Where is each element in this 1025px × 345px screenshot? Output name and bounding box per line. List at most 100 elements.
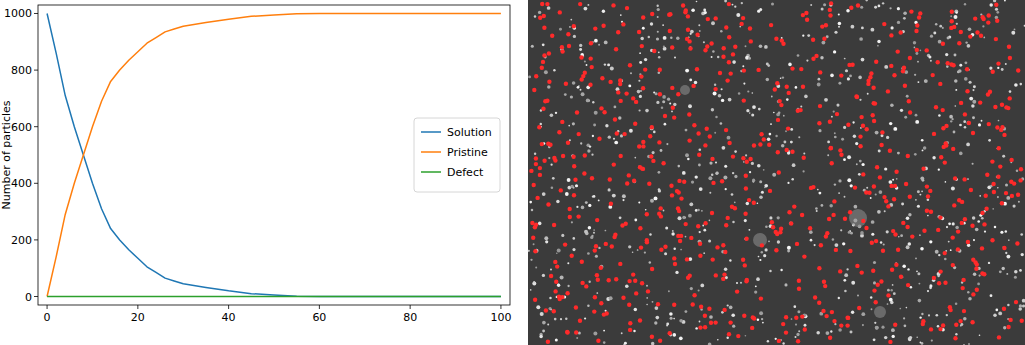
speckle xyxy=(953,131,956,134)
detected-particle xyxy=(576,214,580,218)
speckle xyxy=(1008,239,1010,241)
speckle xyxy=(871,308,873,310)
speckle xyxy=(572,122,575,125)
detected-particle xyxy=(698,254,702,258)
detected-particle xyxy=(632,179,636,183)
speckle xyxy=(581,92,585,96)
speckle xyxy=(893,292,896,295)
detected-particle xyxy=(743,263,747,267)
detected-particle xyxy=(893,232,897,236)
speckle xyxy=(803,170,805,172)
detected-particle xyxy=(917,15,921,19)
speckle xyxy=(544,236,548,240)
speckle xyxy=(711,108,714,111)
speckle xyxy=(892,284,894,286)
detected-particle xyxy=(696,224,700,228)
speckle xyxy=(965,41,967,43)
speckle xyxy=(634,157,636,159)
speckle xyxy=(969,97,973,101)
speckle xyxy=(973,239,975,241)
detected-particle xyxy=(872,288,876,292)
detected-particle xyxy=(785,85,789,89)
detected-particle xyxy=(541,60,545,64)
detected-particle xyxy=(759,132,763,136)
detected-particle xyxy=(974,267,978,271)
speckle xyxy=(951,187,955,191)
speckle xyxy=(1020,233,1023,236)
detected-particle xyxy=(651,159,655,163)
speckle xyxy=(570,95,573,98)
detected-particle xyxy=(962,177,966,181)
detected-particle xyxy=(707,307,711,311)
speckle xyxy=(783,141,786,144)
detected-particle xyxy=(658,92,662,96)
speckle xyxy=(639,95,642,98)
speckle xyxy=(1000,231,1003,234)
speckle xyxy=(893,127,897,131)
detected-particle xyxy=(594,244,598,248)
detected-particle xyxy=(789,221,793,225)
detected-particle xyxy=(889,64,893,68)
detected-particle xyxy=(781,42,785,46)
detected-particle xyxy=(718,71,722,75)
speckle xyxy=(680,249,682,251)
detected-particle xyxy=(965,67,969,71)
speckle xyxy=(754,290,757,293)
detected-particle xyxy=(770,220,774,224)
speckle xyxy=(593,195,596,198)
detected-particle xyxy=(559,188,563,192)
detected-particle xyxy=(564,82,568,86)
detected-particle xyxy=(1016,193,1020,197)
speckle xyxy=(838,22,842,26)
detected-particle xyxy=(925,184,929,188)
speckle xyxy=(884,167,887,170)
speckle xyxy=(963,120,966,123)
detected-particle xyxy=(915,23,919,27)
speckle xyxy=(870,296,872,298)
detected-particle xyxy=(558,10,562,14)
detected-particle xyxy=(828,13,832,17)
detected-particle xyxy=(595,273,599,277)
speckle xyxy=(579,44,582,47)
speckle xyxy=(818,78,821,81)
speckle xyxy=(759,259,761,261)
detected-particle xyxy=(745,160,749,164)
speckle xyxy=(978,274,980,276)
detected-particle xyxy=(722,308,726,312)
detected-particle xyxy=(568,207,572,211)
speckle xyxy=(860,6,863,9)
detected-particle xyxy=(906,154,910,158)
detected-particle xyxy=(619,154,623,158)
detected-particle xyxy=(637,144,641,148)
detected-particle xyxy=(641,86,645,90)
detected-particle xyxy=(932,276,936,280)
speckle xyxy=(958,69,962,73)
detected-particle xyxy=(590,65,594,69)
speckle xyxy=(1006,255,1010,259)
detected-particle xyxy=(1006,325,1010,329)
speckle xyxy=(673,318,675,320)
detected-particle xyxy=(583,71,587,75)
detected-particle xyxy=(993,105,997,109)
detected-particle xyxy=(552,156,556,160)
detected-particle xyxy=(641,140,645,144)
speckle xyxy=(897,21,900,24)
speckle xyxy=(759,8,762,11)
speckle xyxy=(908,213,911,216)
speckle xyxy=(796,333,799,336)
detected-particle xyxy=(965,89,969,93)
speckle xyxy=(945,53,948,56)
speckle xyxy=(709,192,711,194)
speckle xyxy=(743,83,745,85)
speckle xyxy=(977,283,980,286)
speckle xyxy=(569,139,571,141)
detected-particle xyxy=(709,41,713,45)
detected-particle xyxy=(962,309,966,313)
speckle xyxy=(763,254,766,257)
speckle xyxy=(997,187,999,189)
legend-swatch xyxy=(421,171,441,173)
detected-particle xyxy=(547,51,551,55)
speckle xyxy=(538,222,542,226)
detected-particle xyxy=(1020,319,1024,323)
detected-particle xyxy=(839,153,843,157)
